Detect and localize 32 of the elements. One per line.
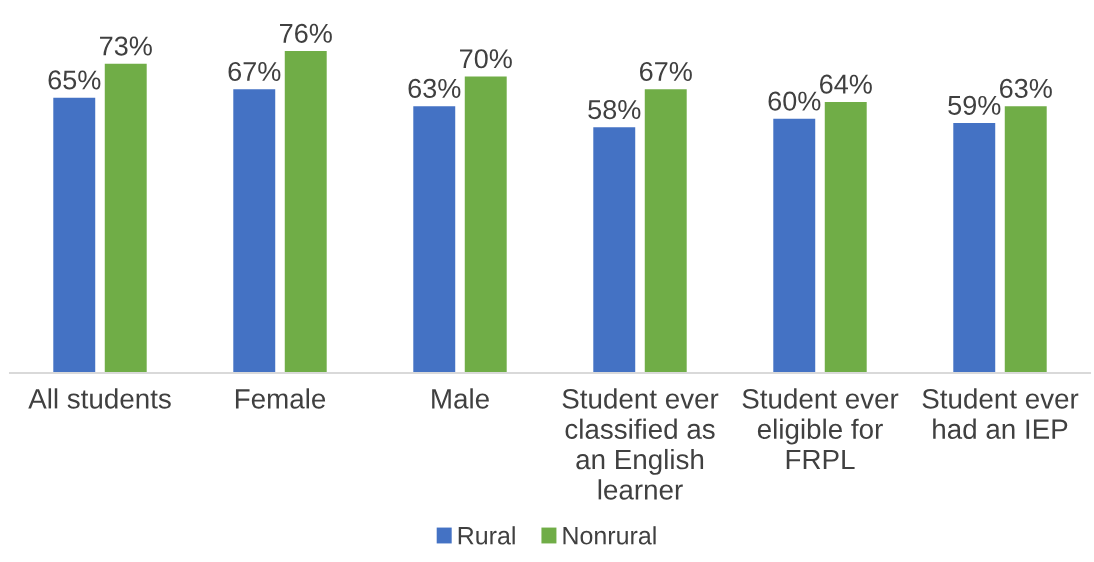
data-label: 60% — [768, 91, 821, 111]
bar — [1004, 106, 1047, 373]
bar — [593, 127, 636, 373]
data-label: 58% — [588, 100, 641, 120]
bar — [284, 51, 327, 373]
bar — [644, 89, 687, 373]
data-label: 63% — [408, 78, 461, 98]
data-label: 73% — [100, 36, 152, 56]
data-label: 65% — [48, 70, 101, 90]
bar — [464, 76, 507, 373]
bar — [773, 118, 816, 373]
bar — [413, 106, 456, 373]
data-label: 70% — [460, 49, 512, 69]
data-label: 64% — [820, 74, 872, 94]
data-label: 76% — [280, 23, 332, 43]
bar — [53, 97, 96, 373]
x-tick-label: Student ever classified as an English learner — [562, 388, 719, 500]
bar — [953, 123, 996, 373]
x-tick-label: All students — [28, 388, 171, 409]
data-label: 67% — [228, 61, 281, 82]
x-tick-label: Student ever eligible for FRPL — [742, 388, 899, 470]
bar — [824, 101, 867, 373]
x-tick-label: Female — [235, 388, 326, 409]
data-label: 63% — [1000, 78, 1052, 98]
legend-label: Rural — [458, 526, 515, 545]
data-label: 59% — [948, 95, 1001, 115]
x-tick-label: Student ever had an IEP — [922, 388, 1079, 439]
x-tick-label: Male — [432, 388, 489, 409]
bar — [233, 89, 276, 373]
bar — [104, 63, 147, 373]
legend-label: Nonrural — [563, 526, 656, 545]
data-label: 67% — [640, 61, 692, 82]
